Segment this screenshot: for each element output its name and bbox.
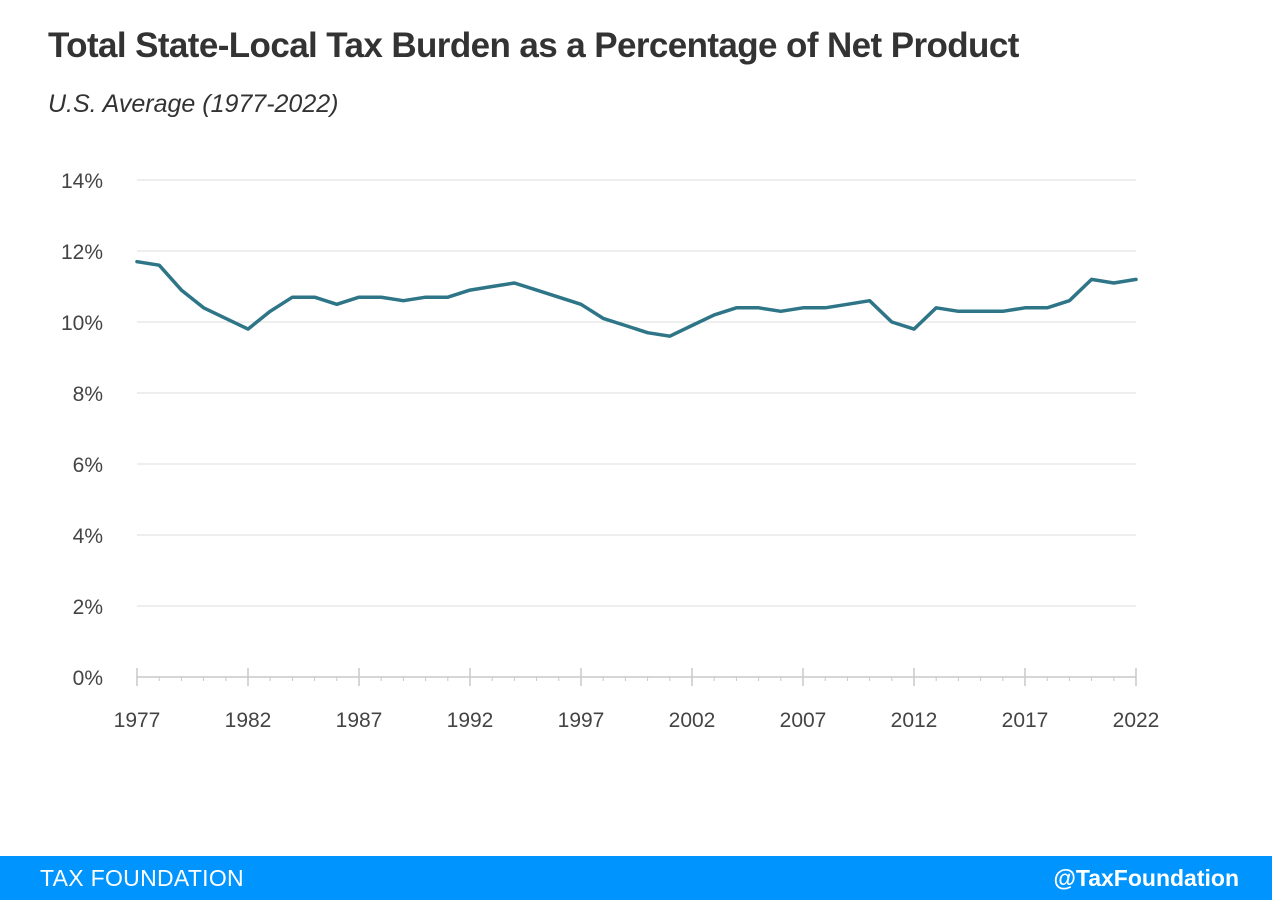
y-tick-label: 8% (73, 383, 103, 406)
data-point (1067, 299, 1071, 303)
y-axis-tick-labels: 0% 2% 4% 6% 8% 10% 12% 14% (61, 170, 103, 690)
data-point (956, 309, 960, 313)
y-tick-label: 0% (73, 667, 103, 690)
footer-brand: TAX FOUNDATION (40, 865, 244, 891)
data-point (313, 295, 317, 299)
x-tick-label: 1992 (447, 709, 494, 732)
data-point (224, 316, 228, 320)
data-point (623, 324, 627, 328)
y-tick-label: 6% (73, 454, 103, 477)
data-point (290, 295, 294, 299)
series-layer (135, 259, 1138, 338)
x-tick-label: 2002 (669, 709, 716, 732)
data-point (1134, 277, 1138, 281)
data-point (468, 288, 472, 292)
data-point (357, 295, 361, 299)
line-chart: 0% 2% 4% 6% 8% 10% 12% 14% 1977 1982 1987 1992 1997… (61, 170, 1160, 732)
data-point (424, 295, 428, 299)
x-tick-label: 2012 (891, 709, 938, 732)
data-point (801, 306, 805, 310)
data-point (757, 306, 761, 310)
data-point (934, 306, 938, 310)
data-point (1045, 306, 1049, 310)
data-point (202, 306, 206, 310)
data-point (712, 313, 716, 317)
data-point (557, 295, 561, 299)
data-point (668, 334, 672, 338)
data-point (446, 295, 450, 299)
data-point (579, 302, 583, 306)
data-point (535, 288, 539, 292)
data-point (1112, 281, 1116, 285)
data-point (779, 309, 783, 313)
data-point (1023, 306, 1027, 310)
data-point (1090, 277, 1094, 281)
x-tick-label: 1987 (336, 709, 383, 732)
data-point (246, 327, 250, 331)
series-line (135, 259, 1138, 338)
x-tick-label: 2022 (1113, 709, 1160, 732)
data-point (823, 306, 827, 310)
data-point (646, 331, 650, 335)
chart-subtitle: U.S. Average (1977-2022) (48, 90, 339, 118)
x-tick-label: 1997 (558, 709, 605, 732)
data-point (868, 299, 872, 303)
data-point (601, 316, 605, 320)
x-axis: 1977 1982 1987 1992 1997 2002 2007 2012 2017 2022 (114, 668, 1160, 732)
data-point (490, 285, 494, 289)
data-point (512, 281, 516, 285)
data-point (1001, 309, 1005, 313)
data-point (690, 324, 694, 328)
x-tick-label: 2007 (780, 709, 827, 732)
y-tick-label: 14% (61, 170, 103, 193)
data-point (734, 306, 738, 310)
footer-bar: TAX FOUNDATION @TaxFoundation (0, 856, 1272, 900)
chart-title: Total State-Local Tax Burden as a Percen… (48, 26, 1019, 65)
data-point (379, 295, 383, 299)
y-tick-label: 10% (61, 312, 103, 335)
data-point (401, 299, 405, 303)
data-point (268, 309, 272, 313)
data-point (135, 260, 139, 264)
data-point (890, 320, 894, 324)
data-point (335, 302, 339, 306)
footer-twitter-handle[interactable]: @TaxFoundation (1053, 865, 1239, 891)
data-point (845, 302, 849, 306)
data-point (979, 309, 983, 313)
y-tick-label: 12% (61, 241, 103, 264)
x-tick-label: 2017 (1002, 709, 1049, 732)
y-tick-label: 2% (73, 596, 103, 619)
data-point (179, 288, 183, 292)
data-point (912, 327, 916, 331)
x-tick-label: 1977 (114, 709, 161, 732)
data-point (157, 263, 161, 267)
x-tick-label: 1982 (225, 709, 272, 732)
gridlines (137, 179, 1136, 607)
y-tick-label: 4% (73, 525, 103, 548)
